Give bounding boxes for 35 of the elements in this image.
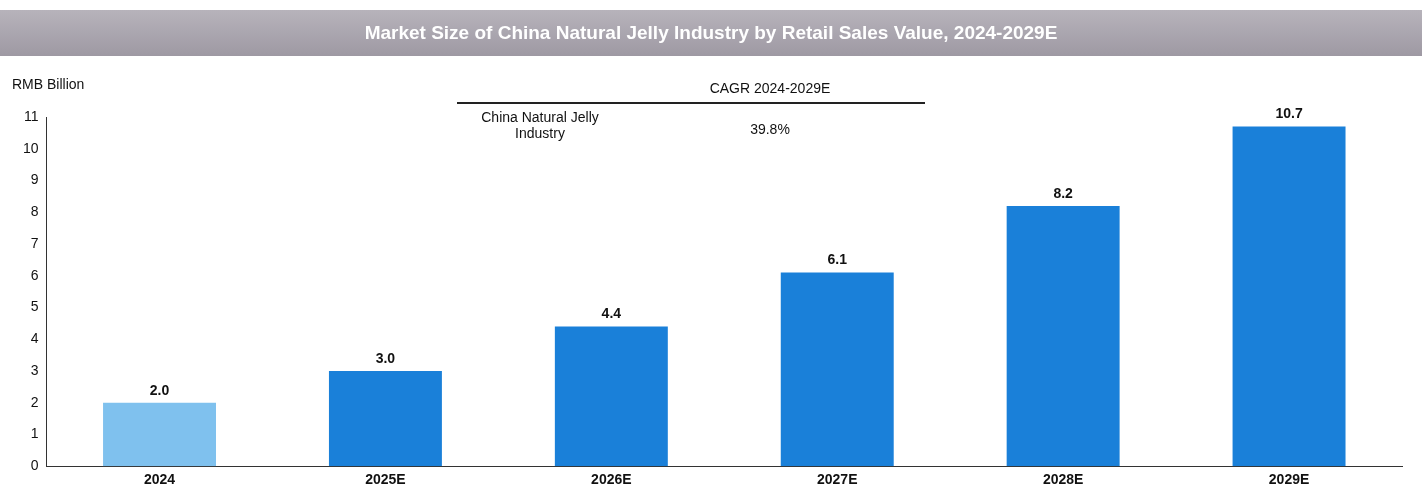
y-tick-label: 2 [30, 393, 39, 410]
data-label: 6.1 [827, 251, 848, 268]
y-tick-label: 5 [30, 298, 39, 315]
y-tick-label: 0 [30, 457, 39, 474]
annotation: 39.8% [749, 121, 791, 137]
y-tick-label: 4 [30, 330, 39, 347]
x-tick-label: 2028E [1042, 471, 1084, 488]
x-tick-label: 2025E [365, 471, 406, 488]
bar [103, 402, 216, 467]
data-label: 2.0 [149, 381, 170, 398]
y-tick-label: 3 [30, 361, 39, 378]
data-label: 3.0 [375, 349, 396, 366]
bar [554, 326, 668, 467]
bar [1006, 205, 1120, 467]
y-tick-label: 11 [24, 107, 39, 124]
y-tick-label: 8 [30, 203, 39, 220]
y-axis-title: RMB Billion [12, 76, 85, 92]
bar [1232, 126, 1346, 467]
y-tick-label: 6 [30, 266, 39, 283]
chart-title: Market Size of China Natural Jelly Industry by Retail Sales Value, 2024-2029E [0, 10, 1422, 56]
y-tick-label: 7 [30, 234, 39, 251]
x-tick-label: 2026E [591, 471, 632, 488]
bar [328, 370, 442, 467]
annotation: China Natural Jelly Industry [480, 109, 600, 141]
data-label: 10.7 [1275, 105, 1303, 122]
x-tick-label: 2027E [817, 471, 858, 488]
bar [780, 272, 894, 467]
text: CAGR 2024-2029E [708, 80, 832, 96]
y-tick-label: 1 [30, 425, 39, 442]
data-label: 8.2 [1053, 184, 1074, 201]
data-label: 4.4 [601, 305, 622, 322]
x-tick-label: 2029E [1268, 471, 1310, 488]
y-tick-label: 10 [22, 139, 39, 156]
x-tick-label: 2024 [143, 471, 176, 488]
y-tick-label: 9 [30, 171, 39, 188]
